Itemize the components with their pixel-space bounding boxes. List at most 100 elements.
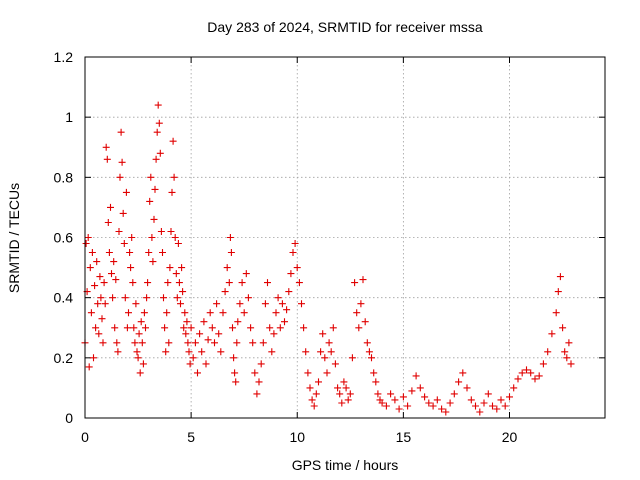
data-point [416,384,424,392]
data-point [374,390,382,398]
data-point [315,378,322,386]
data-point [108,270,115,278]
data-point [117,128,125,136]
data-point [531,375,539,383]
data-point [261,300,269,308]
data-point [563,354,571,362]
data-point [119,209,127,217]
axis-ticks: 0 0.2 0.4 0.6 0.8 1 1.2 0 5 10 15 20 [54,49,605,445]
data-point [173,294,181,302]
data-point [559,324,567,332]
data-point [251,369,259,377]
data-point [152,155,160,163]
data-point [306,384,314,392]
data-point [200,318,208,326]
data-point [274,294,282,302]
data-point [229,324,236,332]
data-point [283,306,291,314]
data-point [300,324,308,332]
data-point [181,309,189,317]
data-point [122,188,130,196]
data-point [336,390,344,398]
data-point [323,369,331,377]
data-point [223,264,231,272]
data-point [480,399,488,407]
data-point [539,360,547,368]
data-point [429,402,437,410]
data-point [110,258,118,266]
data-point [565,339,573,347]
data-point [148,234,156,241]
data-point [140,309,148,317]
data-point [556,273,564,281]
data-point [136,369,144,377]
data-point [154,101,162,109]
data-point [548,330,556,338]
data-point [99,339,107,347]
data-point [208,324,216,332]
data-point [133,348,141,356]
data-point [177,300,184,308]
data-point [317,348,325,356]
data-point [240,309,248,317]
data-point [138,339,146,347]
data-point [95,330,103,338]
data-point [128,234,136,241]
data-point [104,219,112,226]
x-tick-label: 15 [396,429,412,445]
data-point [194,369,201,377]
data-point [476,408,484,416]
data-point [368,354,375,362]
data-point [493,405,501,413]
data-point [404,402,412,410]
data-point [159,249,166,256]
data-point [171,234,179,241]
data-point [259,339,267,347]
x-tick-label: 10 [289,429,305,445]
data-point [233,339,241,347]
data-point [302,348,310,356]
data-point [325,339,333,347]
y-tick-label: 0.8 [54,169,74,185]
data-point [146,197,154,205]
data-point [278,300,286,308]
data-point [225,279,233,287]
data-point [168,188,176,196]
data-point [351,279,359,287]
data-point [321,354,329,362]
data-point [257,360,265,368]
data-point [87,309,95,317]
data-point [111,324,119,332]
data-point [353,309,361,317]
data-point [232,378,240,386]
data-point [175,279,183,287]
data-point [123,324,131,332]
data-point [160,294,167,302]
data-point [226,234,234,241]
data-point [131,339,139,347]
data-point [484,390,492,398]
data-point [118,158,126,166]
data-point [182,330,190,338]
data-point [455,378,463,386]
data-point [438,405,446,413]
data-point [86,264,94,272]
data-point [162,348,170,356]
data-point [329,324,337,332]
data-point [157,228,165,235]
data-point [134,354,142,362]
data-point [340,378,348,386]
data-point [501,402,509,410]
data-point [370,369,378,377]
data-point [206,309,214,317]
data-point [166,264,174,272]
data-point [554,288,562,296]
data-point [217,348,225,356]
data-point [164,279,172,287]
data-point [249,339,257,347]
data-point [113,339,121,347]
data-point [242,270,250,278]
data-point [189,354,197,362]
data-point [94,300,102,308]
data-point [244,294,252,302]
